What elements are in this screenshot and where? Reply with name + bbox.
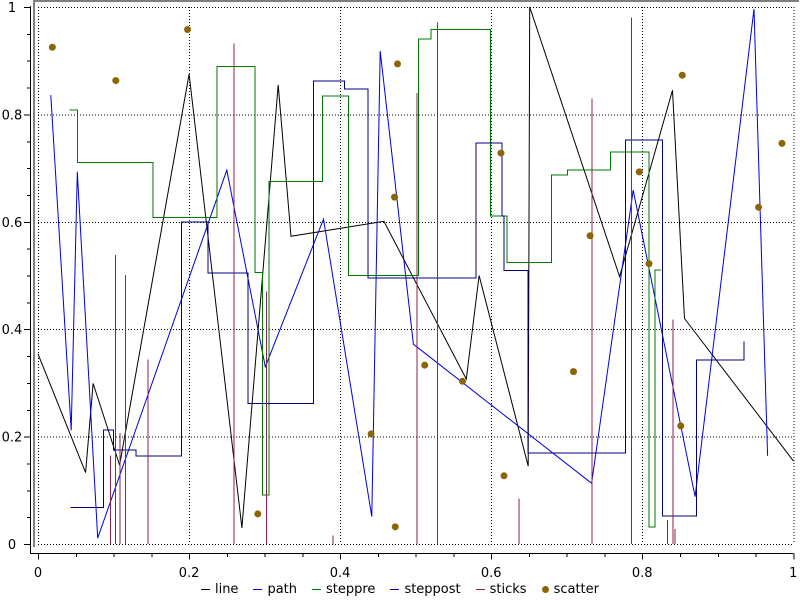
scatter-point — [677, 422, 685, 430]
path-curve — [50, 9, 769, 539]
legend-item-sticks: sticks — [475, 581, 527, 597]
scatter-point — [570, 368, 578, 376]
canvas-frame — [33, 0, 799, 547]
steppost-line-swatch-icon — [390, 588, 400, 590]
x-tick-label: 0.6 — [481, 566, 502, 581]
legend-label: path — [267, 581, 297, 597]
x-tick-label: 0 — [34, 566, 42, 581]
scatter-point — [586, 232, 594, 240]
legend-item-path: path — [253, 582, 297, 597]
sticks-line-swatch-icon — [475, 588, 485, 590]
y-tick-label: 1 — [8, 1, 16, 16]
steppre-curve — [69, 29, 662, 528]
series-sticks — [109, 17, 676, 544]
legend-item-steppre: steppre — [312, 582, 375, 597]
scatter-point — [458, 377, 466, 385]
y-tick-label: 0.8 — [2, 108, 23, 123]
path-line-swatch-icon — [253, 588, 263, 590]
x-tick-label: 0.2 — [179, 566, 200, 581]
line-line-swatch-icon — [200, 588, 210, 590]
scatter-point — [48, 43, 56, 51]
scatter-point — [367, 430, 375, 438]
axes — [24, 6, 795, 560]
y-tick-label: 0.4 — [2, 323, 23, 338]
x-tick-label: 1 — [789, 566, 797, 581]
series-steppre — [69, 29, 662, 528]
scatter-point — [184, 26, 192, 34]
scatter-point — [497, 149, 505, 157]
line-curve — [37, 6, 794, 528]
legend: line path steppre steppost sticks scatter — [0, 580, 800, 598]
scatter-point — [391, 193, 399, 201]
tick-labels: 0 0.2 0.4 0.6 0.8 1 0 0.2 0.4 0.6 0.8 1 — [2, 1, 798, 581]
series-line — [37, 6, 794, 528]
scatter-point — [421, 361, 429, 369]
legend-item-line: line — [200, 581, 239, 597]
scatter-dot-swatch-icon — [541, 585, 549, 593]
scatter-point — [391, 523, 399, 531]
scatter-point — [755, 203, 763, 211]
y-tick-label: 0.6 — [2, 216, 23, 231]
scatter-point — [394, 60, 402, 68]
legend-label: steppre — [326, 581, 376, 597]
legend-label: sticks — [489, 581, 527, 597]
x-tick-label: 0.4 — [330, 566, 351, 581]
steppost-curve — [70, 80, 745, 517]
scatter-point — [678, 71, 686, 79]
legend-label: steppost — [404, 581, 461, 597]
grid — [38, 7, 795, 545]
steppre-line-swatch-icon — [312, 588, 321, 590]
scatter-point — [645, 260, 653, 268]
legend-label: line — [214, 581, 239, 597]
legend-label: scatter — [553, 581, 600, 597]
scatter-point — [500, 472, 508, 480]
series-path — [50, 9, 769, 539]
legend-item-scatter: scatter — [541, 581, 600, 597]
series-scatter — [48, 26, 786, 531]
scatter-point — [778, 139, 786, 147]
y-tick-label: 0.2 — [2, 431, 23, 446]
scatter-point — [254, 510, 262, 518]
series-steppost — [70, 80, 745, 517]
scatter-point — [112, 77, 120, 85]
y-tick-label: 0 — [8, 538, 16, 553]
x-tick-label: 0.8 — [632, 566, 653, 581]
scatter-point — [635, 168, 643, 176]
legend-item-steppost: steppost — [390, 581, 461, 597]
